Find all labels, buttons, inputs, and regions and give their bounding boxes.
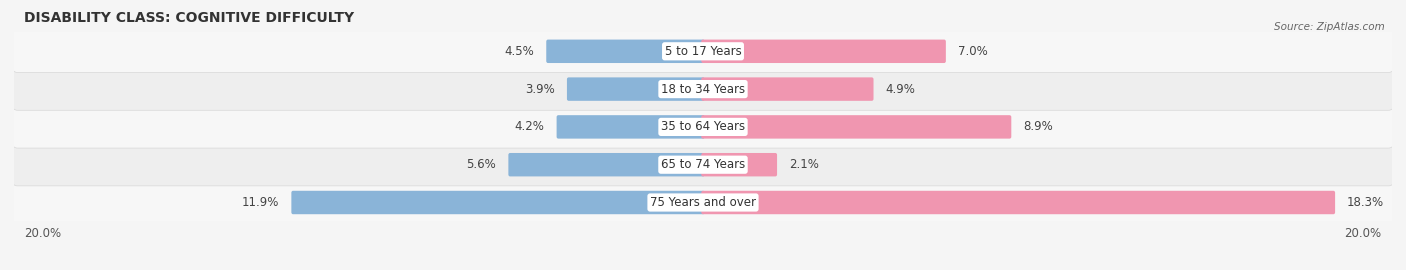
Text: 65 to 74 Years: 65 to 74 Years	[661, 158, 745, 171]
Text: 4.9%: 4.9%	[886, 83, 915, 96]
Text: DISABILITY CLASS: COGNITIVE DIFFICULTY: DISABILITY CLASS: COGNITIVE DIFFICULTY	[24, 11, 354, 25]
Text: Source: ZipAtlas.com: Source: ZipAtlas.com	[1274, 22, 1385, 32]
FancyBboxPatch shape	[13, 144, 1393, 186]
Text: 35 to 64 Years: 35 to 64 Years	[661, 120, 745, 133]
FancyBboxPatch shape	[13, 106, 1393, 148]
FancyBboxPatch shape	[702, 191, 1336, 214]
FancyBboxPatch shape	[567, 77, 704, 101]
FancyBboxPatch shape	[291, 191, 704, 214]
FancyBboxPatch shape	[702, 40, 946, 63]
FancyBboxPatch shape	[547, 40, 704, 63]
Text: 75 Years and over: 75 Years and over	[650, 196, 756, 209]
Text: 20.0%: 20.0%	[1344, 227, 1382, 240]
FancyBboxPatch shape	[509, 153, 704, 176]
FancyBboxPatch shape	[13, 181, 1393, 224]
Text: 8.9%: 8.9%	[1024, 120, 1053, 133]
Text: 5.6%: 5.6%	[467, 158, 496, 171]
FancyBboxPatch shape	[702, 77, 873, 101]
FancyBboxPatch shape	[702, 115, 1011, 139]
Text: 4.5%: 4.5%	[505, 45, 534, 58]
FancyBboxPatch shape	[13, 30, 1393, 72]
Text: 3.9%: 3.9%	[524, 83, 555, 96]
Text: 5 to 17 Years: 5 to 17 Years	[665, 45, 741, 58]
Text: 2.1%: 2.1%	[789, 158, 818, 171]
Text: 11.9%: 11.9%	[242, 196, 280, 209]
FancyBboxPatch shape	[702, 153, 778, 176]
Text: 18.3%: 18.3%	[1347, 196, 1385, 209]
Text: 4.2%: 4.2%	[515, 120, 544, 133]
Text: 18 to 34 Years: 18 to 34 Years	[661, 83, 745, 96]
FancyBboxPatch shape	[557, 115, 704, 139]
Text: 20.0%: 20.0%	[24, 227, 62, 240]
Text: 7.0%: 7.0%	[957, 45, 987, 58]
FancyBboxPatch shape	[13, 68, 1393, 110]
